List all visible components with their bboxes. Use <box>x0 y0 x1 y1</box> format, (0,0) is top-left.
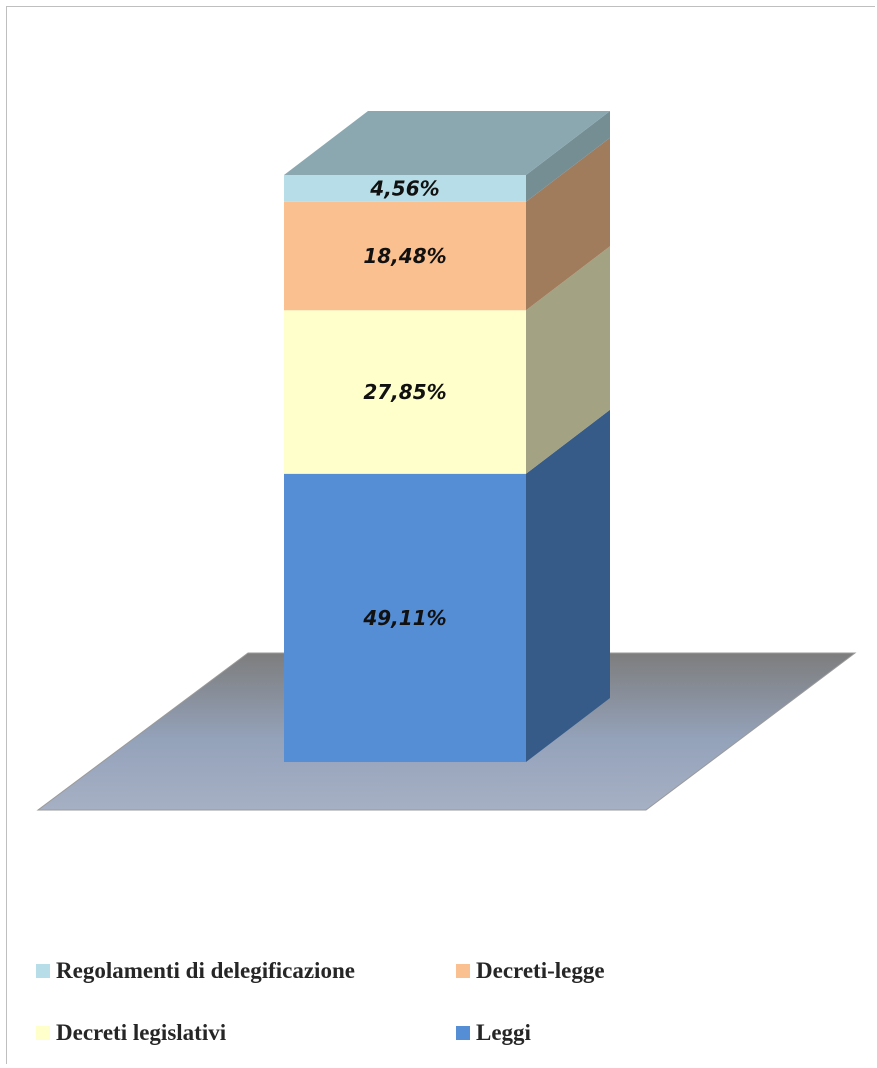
legend-label-regolamenti-di-delegificazione: Regolamenti di delegificazione <box>56 958 355 983</box>
data-label-decreti-legislativi: 27,85% <box>363 380 446 404</box>
bar-segment-side-decreti-legge <box>526 137 610 311</box>
bar-segment-front-leggi <box>284 473 526 762</box>
legend: Regolamenti di delegificazione Decreti-le… <box>36 958 856 1068</box>
legend-swatch-regolamenti-di-delegificazione <box>36 964 50 978</box>
legend-item-decreti-legge: Decreti-legge <box>456 958 605 984</box>
bar-segment-front-regolamenti-di-delegificazione <box>284 175 526 202</box>
bar-top-face <box>284 111 610 175</box>
bar-segment-side-regolamenti-di-delegificazione <box>526 111 610 202</box>
legend-label-leggi: Leggi <box>476 1020 531 1045</box>
stacked-bar: 49,11% 27,85% 18,48% 4,56% <box>284 111 610 762</box>
legend-label-decreti-legge: Decreti-legge <box>476 958 605 983</box>
legend-item-leggi: Leggi <box>456 1020 531 1046</box>
bar-segment-side-decreti-legislativi <box>526 246 610 474</box>
bar-segment-front-decreti-legislativi <box>284 310 526 474</box>
bar-segment-side-leggi <box>526 409 610 762</box>
data-label-leggi: 49,11% <box>362 606 446 630</box>
legend-item-decreti-legislativi: Decreti legislativi <box>36 1020 226 1046</box>
legend-swatch-leggi <box>456 1026 470 1040</box>
legend-swatch-decreti-legge <box>456 964 470 978</box>
legend-item-regolamenti-di-delegificazione: Regolamenti di delegificazione <box>36 958 355 984</box>
chart-frame <box>6 6 875 1064</box>
data-label-regolamenti-di-delegificazione: 4,56% <box>369 176 439 200</box>
data-label-decreti-legge: 18,48% <box>363 244 446 268</box>
bar-segment-front-decreti-legge <box>284 201 526 311</box>
legend-swatch-decreti-legislativi <box>36 1026 50 1040</box>
legend-label-decreti-legislativi: Decreti legislativi <box>56 1020 227 1045</box>
